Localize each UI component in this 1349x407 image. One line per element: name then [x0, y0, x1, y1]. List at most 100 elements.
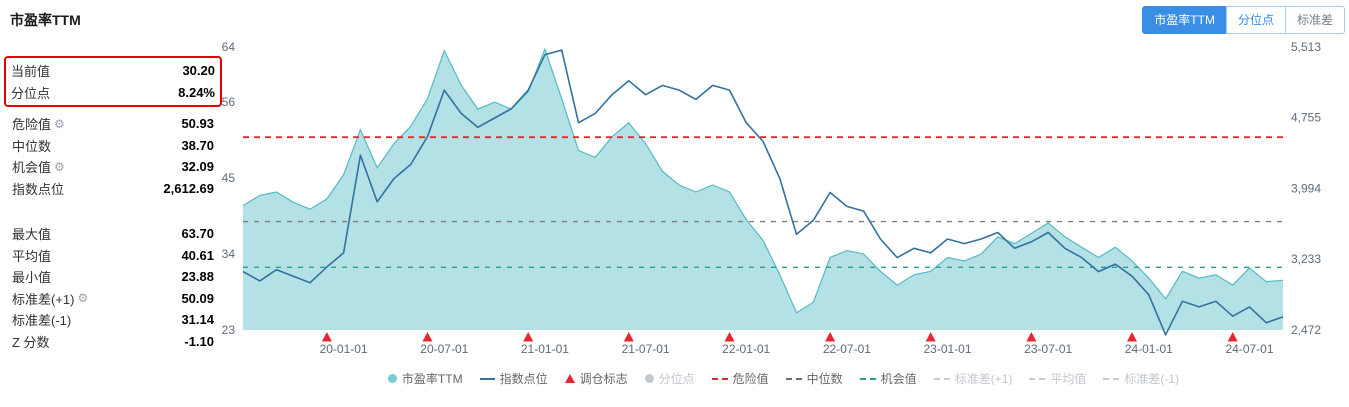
stat-label: 当前值	[11, 64, 51, 80]
legend-label: 分位点	[658, 372, 695, 386]
rebalance-marker-icon[interactable]	[925, 332, 936, 342]
median-marker-icon	[785, 377, 802, 380]
stat-row-opportunity-value: 机会值 ⚙ 32.09	[12, 156, 214, 178]
tab-percentile[interactable]: 分位点	[1225, 6, 1286, 34]
stat-label: 平均值	[12, 248, 52, 264]
stat-value: 23.88	[181, 269, 214, 285]
legend-item-index-points[interactable]: 指数点位	[479, 370, 548, 387]
stat-label: 最大值	[12, 227, 52, 243]
stat-label: 危险值 ⚙	[12, 116, 65, 133]
stat-label: 机会值 ⚙	[12, 159, 65, 176]
pe-ttm-marker-icon	[387, 374, 397, 383]
pe-ttm-area-edge	[242, 47, 1284, 314]
stats-panel: 当前值 30.20 分位点 8.24% 危险值 ⚙ 50.93 中位数 38.70 机会值 ⚙ 32…	[4, 56, 222, 353]
pe-ttm-area-series	[243, 49, 1283, 330]
stat-value: 2,612.69	[163, 180, 214, 196]
x-axis-tick: 20-01-01	[320, 342, 368, 356]
opportunity-value-marker-icon	[859, 377, 876, 380]
rebalance-marker-icon[interactable]	[321, 332, 332, 342]
tab-pe-ttm[interactable]: 市盈率TTM	[1142, 6, 1227, 34]
page-title: 市盈率TTM	[10, 12, 81, 28]
mean-marker-icon	[1029, 377, 1046, 380]
right-axis-tick: 4,755	[1291, 111, 1321, 125]
stat-label: 分位点	[11, 85, 51, 101]
left-axis-tick: 56	[222, 95, 236, 109]
legend-label: 平均值	[1050, 372, 1087, 386]
danger-value-marker-icon	[711, 377, 728, 380]
legend-item-mean[interactable]: 平均值	[1029, 370, 1086, 387]
gear-icon[interactable]: ⚙	[54, 159, 65, 174]
stat-value: -1.10	[184, 333, 214, 349]
x-axis-tick: 24-07-01	[1225, 342, 1273, 356]
gear-icon[interactable]: ⚙	[54, 116, 65, 131]
x-axis-tick: 21-01-01	[521, 342, 569, 356]
stat-value: 32.09	[181, 159, 214, 175]
right-axis-tick: 3,233	[1291, 252, 1321, 266]
rebalance-marker-icon[interactable]	[623, 332, 634, 342]
stats-group-divider	[12, 199, 214, 223]
std-minus-1-marker-icon	[1103, 377, 1120, 380]
tab-std-dev[interactable]: 标准差	[1284, 6, 1345, 34]
legend-item-pe-ttm[interactable]: 市盈率TTM	[387, 370, 463, 387]
legend-label: 调仓标志	[579, 372, 628, 386]
stat-row-mean-value: 平均值 40.61	[12, 245, 214, 267]
legend-item-rebalance-marker[interactable]: 调仓标志	[564, 370, 628, 387]
left-axis-tick: 34	[222, 247, 236, 261]
rebalance-marker-icon[interactable]	[1127, 332, 1137, 342]
chart-legend: 市盈率TTM 指数点位 调仓标志 分位点 危险值 中位数 机会值 标准差(+1) 平均值 标准差(…	[230, 370, 1337, 387]
rebalance-marker-marker-icon	[564, 374, 575, 383]
rebalance-marker-icon[interactable]	[1026, 332, 1037, 342]
chart-type-tabs: 市盈率TTM 分位点 标准差	[1142, 6, 1345, 34]
legend-label: 机会值	[880, 372, 917, 386]
stat-label: 标准差(+1) ⚙	[12, 291, 89, 307]
stat-row-index-points: 指数点位 2,612.69	[12, 178, 214, 200]
stat-label: 指数点位	[12, 181, 65, 197]
percentile-marker-icon	[644, 374, 654, 383]
right-axis-tick: 3,994	[1291, 181, 1321, 195]
right-axis-tick: 2,472	[1291, 323, 1321, 337]
rebalance-marker-icon[interactable]	[1227, 332, 1238, 342]
legend-label: 标准差(-1)	[1124, 372, 1180, 386]
rebalance-marker-icon[interactable]	[523, 332, 534, 342]
stat-row-current-value: 当前值 30.20	[11, 60, 215, 82]
stat-value: 31.14	[181, 312, 214, 328]
stat-label: 标准差(-1)	[12, 313, 72, 329]
stat-value: 38.70	[181, 137, 214, 153]
x-axis-tick: 22-07-01	[823, 342, 871, 356]
stat-value: 50.09	[181, 290, 214, 306]
index-points-marker-icon	[479, 377, 495, 380]
stat-value: 40.61	[181, 247, 214, 263]
legend-item-percentile[interactable]: 分位点	[644, 370, 695, 387]
x-axis-tick: 24-01-01	[1125, 342, 1173, 356]
right-axis-tick: 5,513	[1291, 40, 1321, 54]
stat-row-z-score: Z 分数 -1.10	[12, 331, 214, 353]
legend-item-danger-value[interactable]: 危险值	[711, 370, 769, 387]
legend-label: 指数点位	[499, 372, 548, 386]
stat-value: 63.70	[181, 226, 214, 242]
stat-row-min-value: 最小值 23.88	[12, 266, 214, 288]
rebalance-marker-icon[interactable]	[825, 332, 836, 342]
x-axis-tick: 20-07-01	[420, 342, 468, 356]
stat-value: 8.24%	[178, 84, 215, 100]
valuation-chart[interactable]: 23 34 45 56 64 2,472 3,233 3,994 4,755 5,513 20-01…	[205, 35, 1349, 365]
stat-value: 50.93	[181, 116, 214, 132]
gear-icon[interactable]: ⚙	[77, 291, 89, 306]
legend-item-std-minus-1[interactable]: 标准差(-1)	[1103, 370, 1179, 387]
left-axis-tick: 45	[222, 171, 236, 185]
rebalance-marker-icon[interactable]	[422, 332, 433, 342]
x-axis-tick: 23-07-01	[1024, 342, 1072, 356]
left-axis-tick: 23	[222, 323, 236, 337]
rebalance-marker-icon[interactable]	[724, 332, 735, 342]
current-value-highlight-box: 当前值 30.20 分位点 8.24%	[4, 56, 222, 107]
x-axis-tick: 23-01-01	[923, 342, 971, 356]
stat-row-danger-value: 危险值 ⚙ 50.93	[12, 113, 214, 135]
legend-item-std-plus-1[interactable]: 标准差(+1)	[933, 370, 1012, 387]
legend-label: 中位数	[806, 372, 843, 386]
std-plus-1-marker-icon	[933, 377, 950, 380]
stat-row-max-value: 最大值 63.70	[12, 223, 214, 245]
legend-item-opportunity-value[interactable]: 机会值	[859, 370, 917, 387]
legend-item-median[interactable]: 中位数	[785, 370, 843, 387]
stat-label: 中位数	[12, 138, 52, 154]
stat-row-median: 中位数 38.70	[12, 135, 214, 157]
